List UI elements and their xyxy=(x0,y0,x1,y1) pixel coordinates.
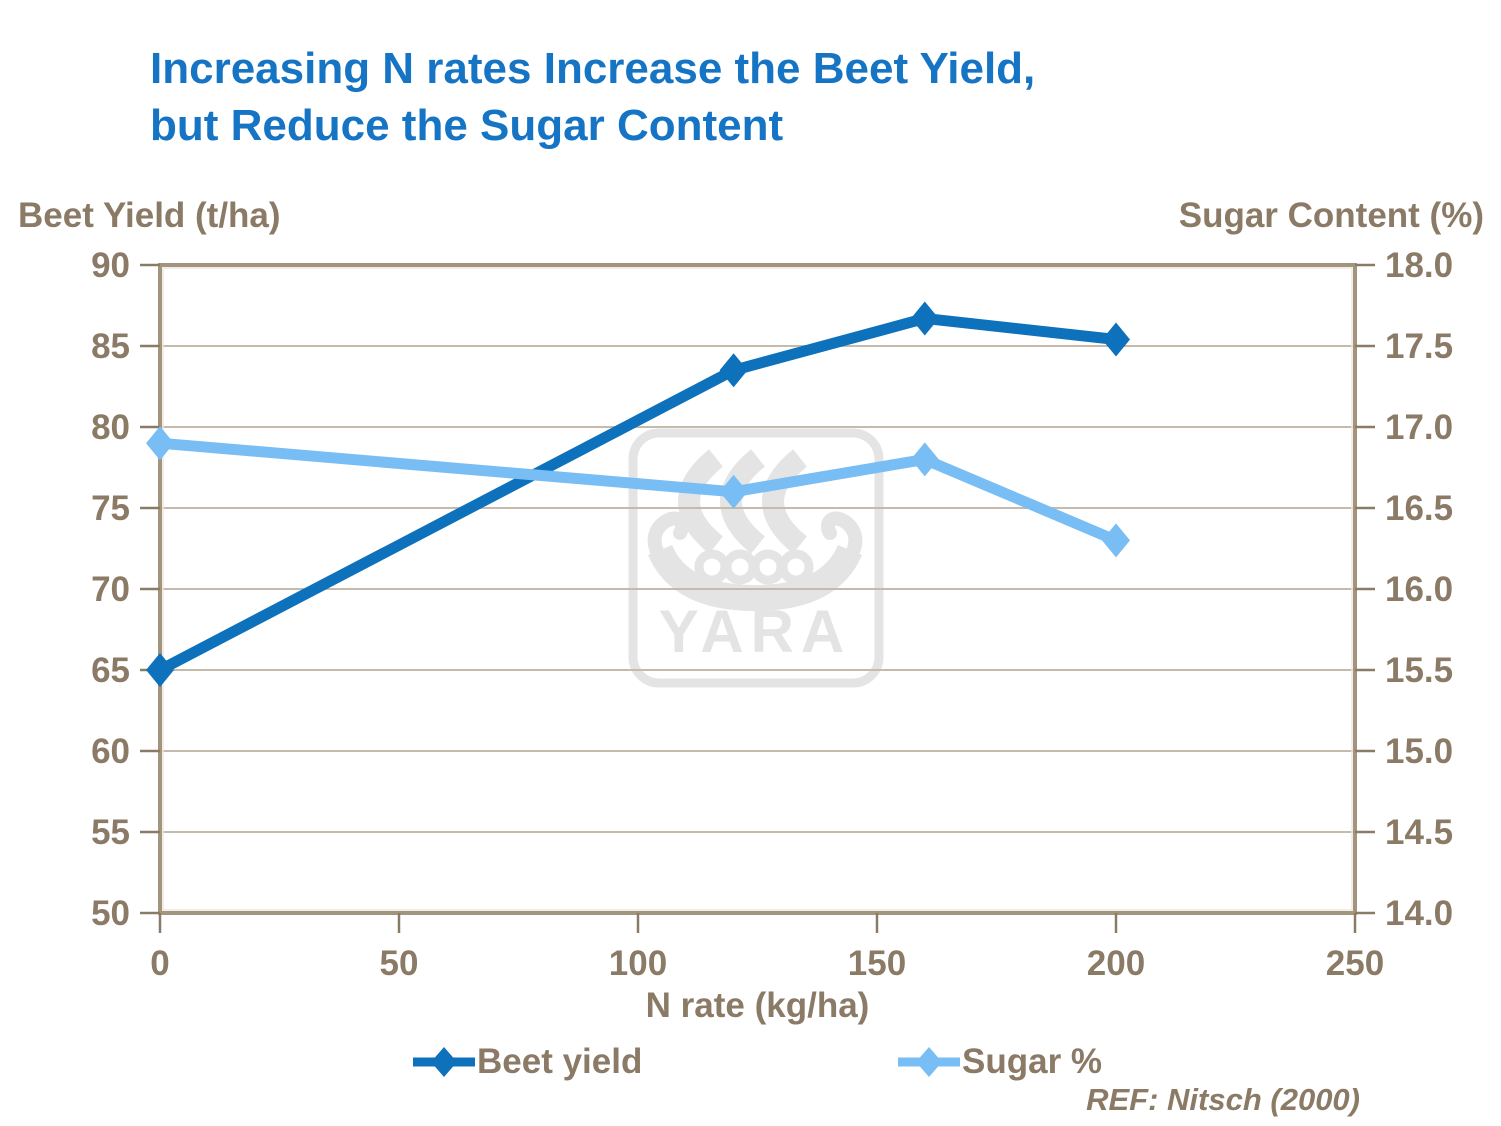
beet-yield-marker xyxy=(146,653,174,687)
sugar-marker xyxy=(146,426,174,461)
watermark-sail-icon xyxy=(678,449,724,554)
sugar-marker xyxy=(910,442,939,477)
x-tick-label: 150 xyxy=(848,944,906,983)
right-tick-label: 15.0 xyxy=(1385,732,1453,771)
beet-yield-marker xyxy=(910,301,939,336)
left-tick-label: 70 xyxy=(91,570,130,609)
watermark-prow-icon xyxy=(647,511,690,569)
left-tick-label: 85 xyxy=(91,327,130,366)
watermark-shield-icon xyxy=(694,549,730,585)
watermark-shield-icon xyxy=(778,549,814,585)
right-tick-label: 17.5 xyxy=(1385,327,1453,366)
left-tick-label: 60 xyxy=(91,732,130,771)
sugar-marker xyxy=(1102,523,1130,558)
legend-label-beet-yield: Beet yield xyxy=(477,1042,643,1081)
watermark-sail-icon xyxy=(762,449,808,554)
x-tick-label: 100 xyxy=(609,944,667,983)
right-tick-label: 14.0 xyxy=(1385,894,1453,933)
right-tick-label: 15.5 xyxy=(1385,651,1453,690)
x-tick-label: 250 xyxy=(1326,944,1384,983)
watermark-frame xyxy=(628,428,884,688)
right-tick-label: 16.5 xyxy=(1385,489,1453,528)
right-tick-label: 18.0 xyxy=(1385,246,1453,285)
chart-title-line-2: but Reduce the Sugar Content xyxy=(150,101,784,151)
watermark-text: YARA xyxy=(659,598,852,665)
legend-item-sugar: Sugar % xyxy=(898,1042,1102,1082)
right-tick-label: 16.0 xyxy=(1385,570,1453,609)
left-tick-label: 90 xyxy=(91,246,130,285)
x-tick-label: 200 xyxy=(1087,944,1145,983)
watermark-shield-icon xyxy=(750,549,786,585)
left-axis-title: Beet Yield (t/ha) xyxy=(18,196,281,235)
beet-yield-line xyxy=(154,312,1122,676)
legend-label-sugar: Sugar % xyxy=(962,1042,1103,1081)
sugar-marker xyxy=(719,474,748,509)
watermark-shield-icon xyxy=(722,549,758,585)
watermark-hull-icon xyxy=(648,544,862,612)
legend-item-beet-yield: Beet yield xyxy=(413,1042,642,1082)
beet-yield-marker xyxy=(719,353,748,388)
beet-yield-legend-marker-icon xyxy=(413,1047,475,1077)
plot-border-highlight xyxy=(162,267,1353,911)
left-tick-label: 75 xyxy=(91,489,130,528)
watermark-prow-icon xyxy=(820,511,863,569)
right-tick-label: 14.5 xyxy=(1385,813,1453,852)
beet-yield-marker xyxy=(1102,322,1130,357)
chart-title: Increasing N rates Increase the Beet Yie… xyxy=(150,40,1035,154)
right-tick-label: 17.0 xyxy=(1385,408,1453,447)
left-tick-label: 65 xyxy=(91,651,130,690)
left-tick-label: 50 xyxy=(91,894,130,933)
yara-watermark: YARA xyxy=(628,428,884,688)
reference-citation: REF: Nitsch (2000) xyxy=(1086,1082,1360,1117)
sugar-line xyxy=(154,437,1122,546)
x-tick-label: 50 xyxy=(380,944,419,983)
left-tick-label: 55 xyxy=(91,813,130,852)
x-tick-label: 0 xyxy=(150,944,169,983)
sugar-legend-marker-icon xyxy=(898,1047,960,1077)
chart-title-line-1: Increasing N rates Increase the Beet Yie… xyxy=(150,44,1036,93)
x-axis-title: N rate (kg/ha) xyxy=(645,986,870,1025)
left-tick-label: 80 xyxy=(91,408,130,447)
right-axis-title: Sugar Content (%) xyxy=(1178,196,1484,235)
